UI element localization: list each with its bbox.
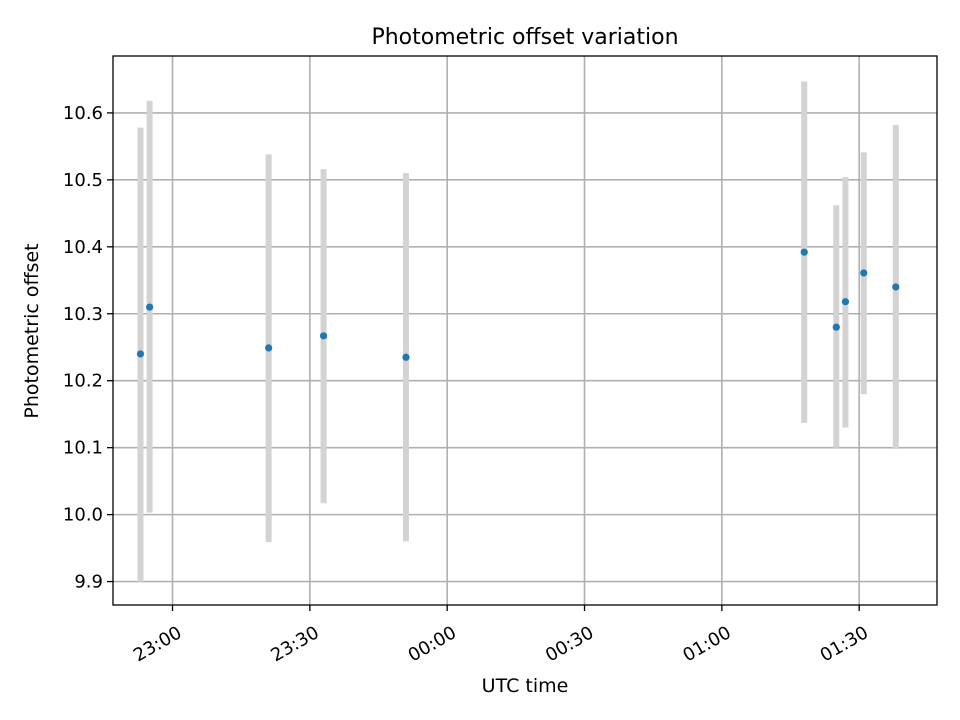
grid xyxy=(113,56,937,605)
y-tick-label: 10.1 xyxy=(63,438,103,459)
data-point xyxy=(841,298,850,306)
data-point xyxy=(265,344,273,352)
data-points xyxy=(136,248,900,361)
y-axis-label: Photometric offset xyxy=(21,243,43,418)
data-point xyxy=(146,303,154,311)
y-tick-label: 10.4 xyxy=(63,237,103,258)
plot-frame xyxy=(112,55,938,606)
data-point xyxy=(860,269,868,277)
data-point xyxy=(402,353,410,361)
data-point xyxy=(892,283,900,291)
y-tick-label: 9.9 xyxy=(74,572,103,593)
data-point xyxy=(319,332,328,340)
chart-title: Photometric offset variation xyxy=(371,25,678,50)
y-tick-label: 10.6 xyxy=(63,103,103,124)
data-point xyxy=(832,323,840,331)
x-axis-label: UTC time xyxy=(482,675,569,697)
y-tick-label: 10.5 xyxy=(63,170,103,191)
y-tick-label: 10.0 xyxy=(63,505,103,526)
y-tick-label: 10.2 xyxy=(63,371,103,392)
data-point xyxy=(800,248,808,256)
y-tick-label: 10.3 xyxy=(63,304,103,325)
data-point xyxy=(136,350,145,358)
